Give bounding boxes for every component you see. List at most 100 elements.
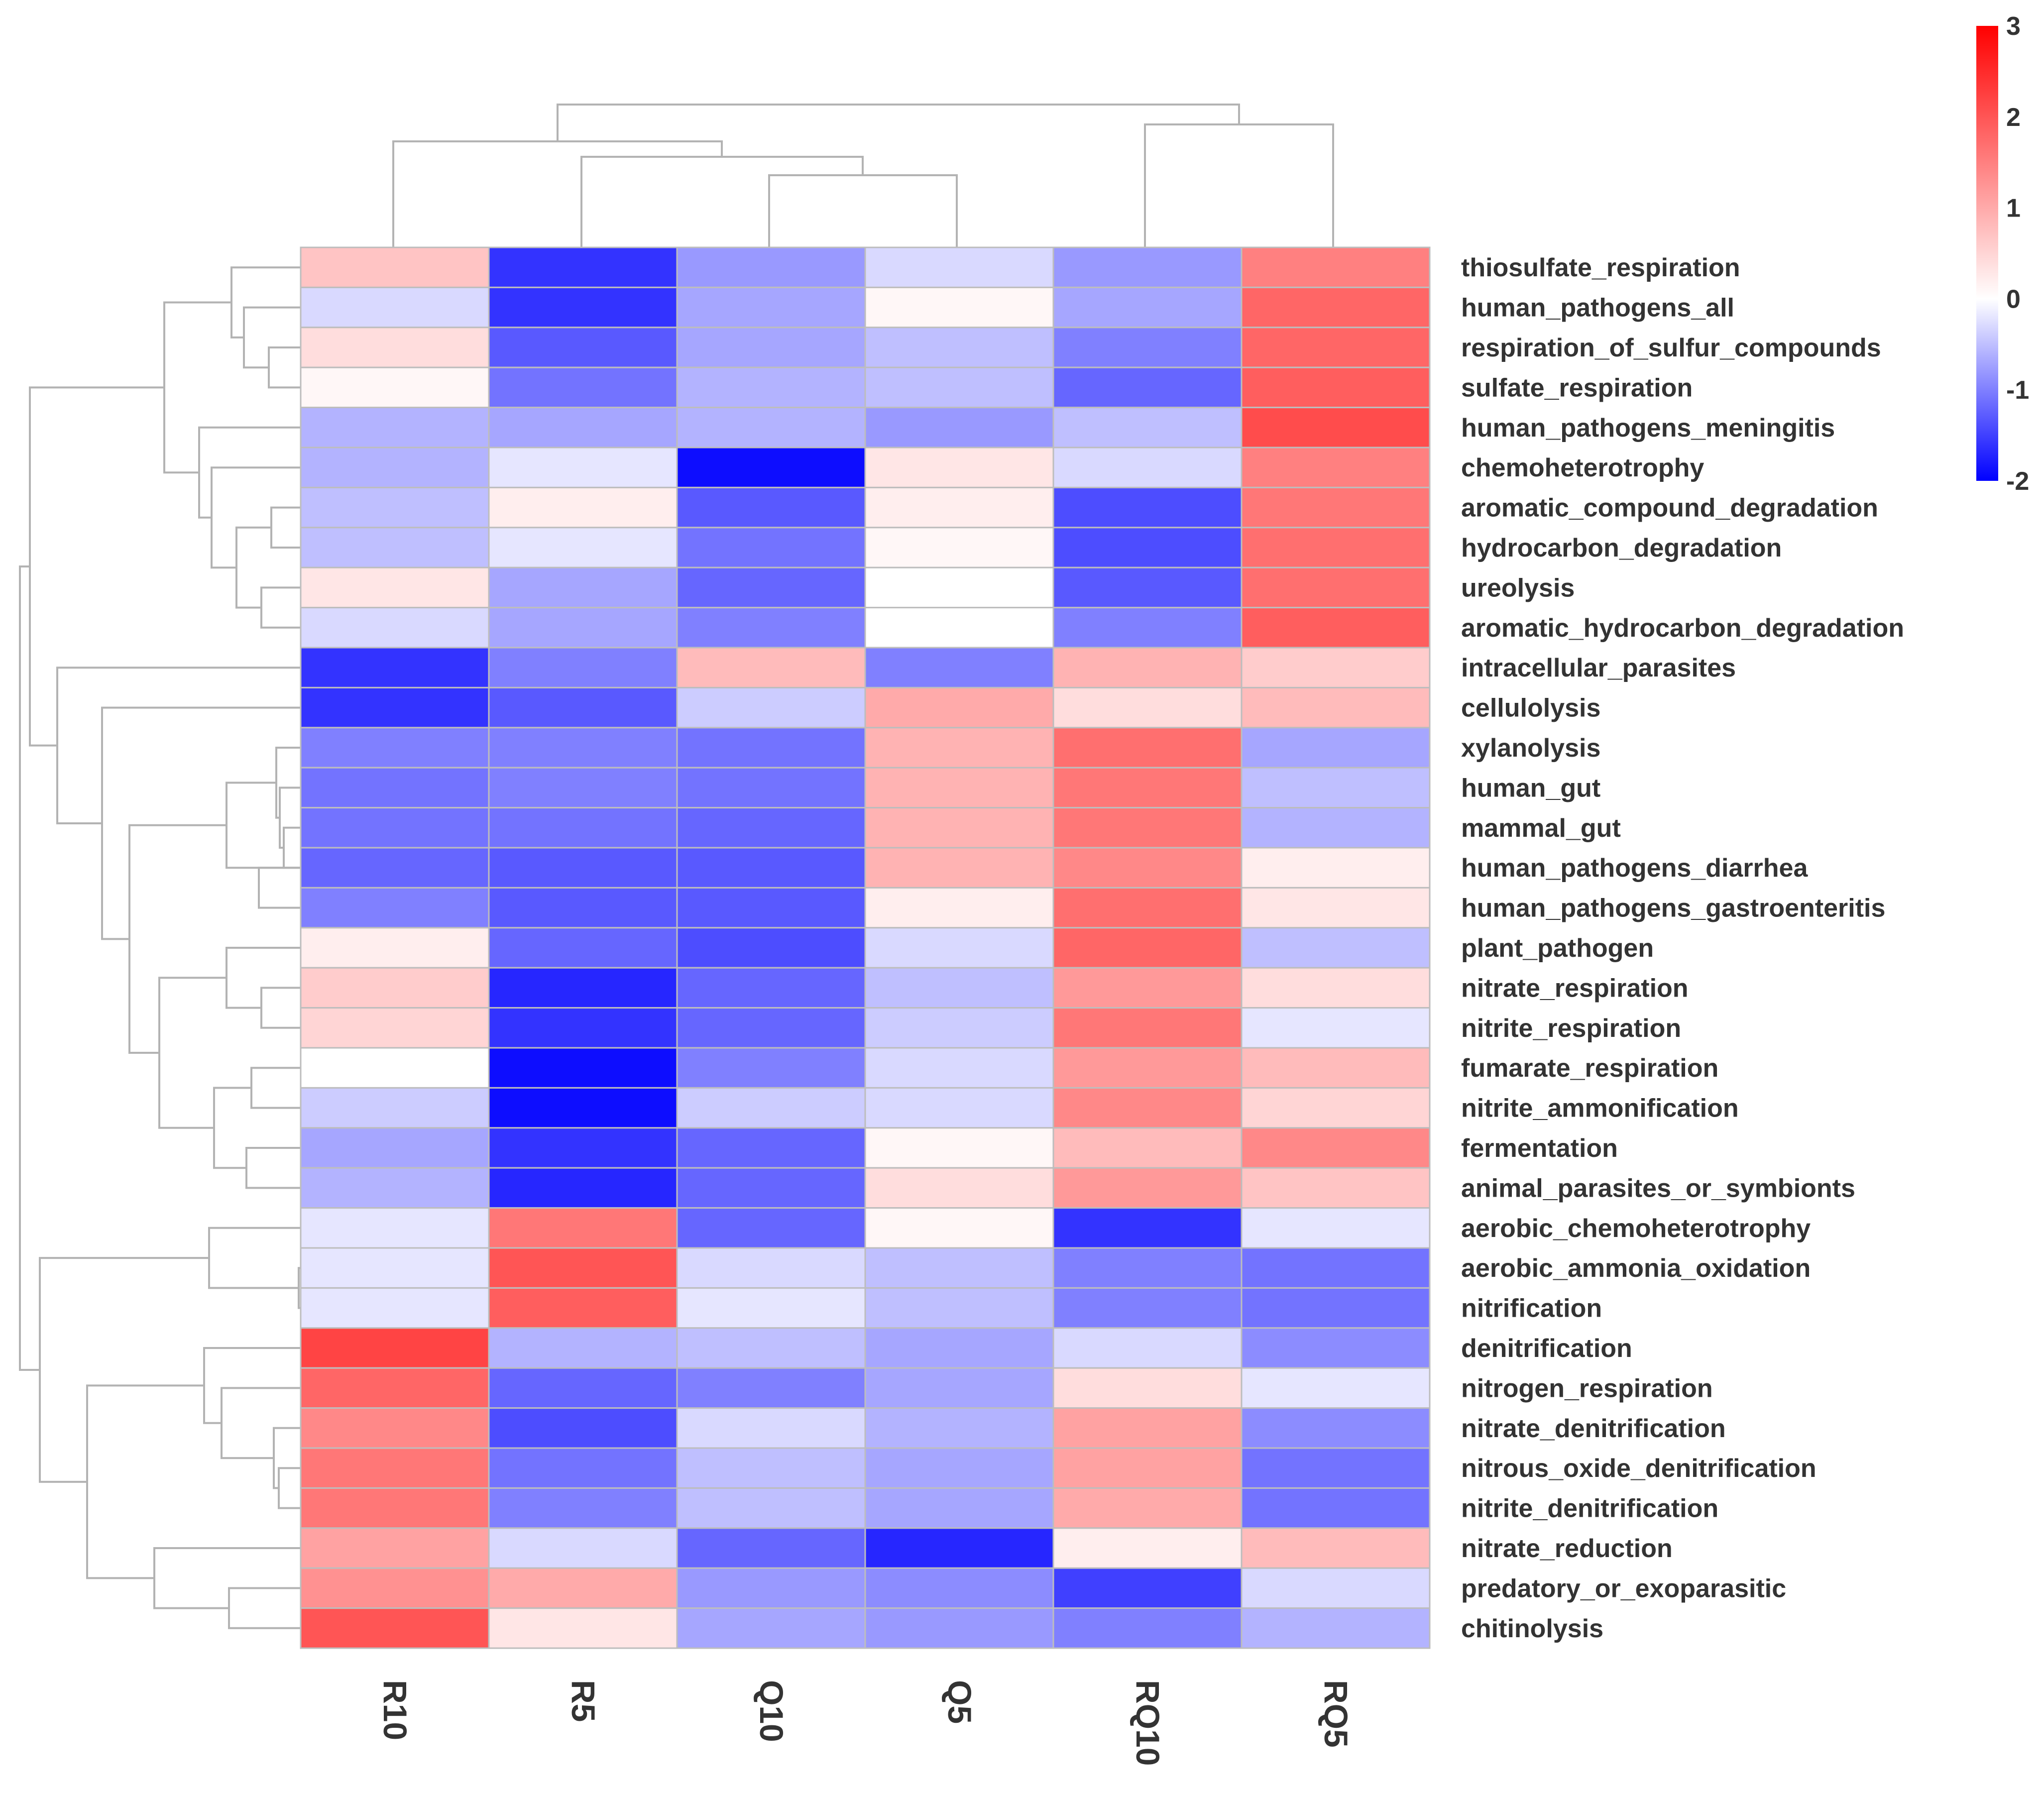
heatmap-cell [864, 1367, 1054, 1409]
row-labels: thiosulfate_respiration human_pathogens_a… [1461, 253, 1904, 1643]
row-label: nitrate_reduction [1461, 1534, 1673, 1563]
row-label: thiosulfate_respiration [1461, 253, 1740, 282]
heatmap-cell [864, 927, 1054, 969]
heatmap-cell [676, 727, 866, 769]
heatmap-cell [864, 566, 1054, 609]
heatmap-cell [676, 647, 866, 688]
heatmap-cell [1241, 727, 1431, 769]
heatmap-cell [1052, 1487, 1243, 1529]
row-dendro-link [128, 824, 227, 1054]
row-dendro-link [163, 301, 231, 474]
heatmap-cell [1241, 807, 1431, 849]
row-dendro-link [278, 1467, 301, 1509]
row-dendro-link [226, 782, 301, 869]
heatmap-cell [1052, 847, 1243, 889]
heatmap-cell [1052, 607, 1243, 649]
heatmap-cell [488, 1287, 678, 1329]
heatmap-cell [488, 607, 678, 649]
heatmap-cell [300, 246, 490, 288]
heatmap-cell [1241, 246, 1431, 288]
heatmap-cell [1241, 1007, 1431, 1049]
heatmap-cell [1241, 486, 1431, 529]
heatmap-cell [864, 1287, 1054, 1329]
heatmap-cell [676, 486, 866, 529]
heatmap-cell [1052, 246, 1243, 288]
row-label: chemoheterotrophy [1461, 453, 1704, 482]
heatmap-cell [1052, 1207, 1243, 1249]
heatmap-cell [488, 1567, 678, 1609]
colorbar: 3 2 1 0 -1 -2 [1976, 12, 2029, 496]
heatmap-cell [1241, 286, 1431, 329]
heatmap-cell [1052, 447, 1243, 488]
column-label: Q5 [941, 1680, 978, 1724]
heatmap-cell [864, 1327, 1054, 1369]
heatmap-cell [676, 887, 866, 929]
heatmap-cell [1052, 1607, 1243, 1649]
heatmap-cell [488, 1607, 678, 1649]
row-label: denitrification [1461, 1334, 1632, 1363]
row-label: aerobic_chemoheterotrophy [1461, 1214, 1811, 1243]
heatmap-cell [300, 727, 490, 769]
heatmap-cell [676, 1567, 866, 1609]
heatmap-cell [676, 1447, 866, 1489]
heatmap-cell [1241, 327, 1431, 368]
heatmap-cell [488, 967, 678, 1009]
heatmap-cell [864, 607, 1054, 649]
heatmap-cell [300, 1247, 490, 1289]
heatmap-cell [864, 1567, 1054, 1609]
heatmap-cell [1052, 527, 1243, 568]
heatmap-cell [488, 1527, 678, 1569]
row-dendro-link [260, 586, 301, 629]
heatmap-cell [676, 767, 866, 809]
heatmap-cell [864, 1247, 1054, 1289]
heatmap-cell [864, 1087, 1054, 1129]
heatmap-cell [1241, 686, 1431, 729]
heatmap-cell [300, 686, 490, 729]
heatmap-cell [488, 1167, 678, 1209]
heatmap-cell [1241, 1567, 1431, 1609]
heatmap-cell [488, 686, 678, 729]
row-dendro-link [208, 1227, 301, 1289]
heatmap-cell [300, 327, 490, 368]
row-label: sulfate_respiration [1461, 373, 1693, 402]
heatmap-cell [864, 1527, 1054, 1569]
heatmap-cell [864, 686, 1054, 729]
heatmap-cell [676, 1087, 866, 1129]
column-labels: R10 R5 Q10 Q5 RQ10 RQ5 [377, 1680, 1355, 1766]
heatmap-cell [488, 1367, 678, 1409]
row-label: aerobic_ammonia_oxidation [1461, 1254, 1811, 1283]
row-dendro-link [230, 266, 301, 338]
column-label: R5 [565, 1680, 602, 1722]
heatmap-cell [676, 1047, 866, 1089]
heatmap-cell [1241, 407, 1431, 449]
row-label: plant_pathogen [1461, 934, 1654, 963]
heatmap-cell [488, 1447, 678, 1489]
row-label: human_pathogens_all [1461, 294, 1734, 323]
heatmap-cell [300, 447, 490, 488]
heatmap-cell [300, 486, 490, 529]
heatmap-cell [864, 1047, 1054, 1089]
heatmap-cell [1052, 1527, 1243, 1569]
row-dendro-link [56, 667, 301, 825]
heatmap-cell [864, 727, 1054, 769]
row-dendro-link [101, 706, 301, 940]
heatmap-cell [1241, 1607, 1431, 1649]
row-label: mammal_gut [1461, 814, 1621, 843]
heatmap-cell [1241, 1207, 1431, 1249]
heatmap-cell [488, 566, 678, 609]
heatmap-cell [1052, 727, 1243, 769]
heatmap-cell [300, 967, 490, 1009]
row-label: nitrite_respiration [1461, 1014, 1681, 1043]
heatmap-cell [1052, 967, 1243, 1009]
heatmap-cell [488, 1487, 678, 1529]
row-label: fermentation [1461, 1134, 1618, 1163]
row-dendro-link [29, 386, 164, 747]
heatmap-cell [676, 286, 866, 329]
row-dendrogram [19, 266, 301, 1629]
colorbar-gradient [1976, 26, 1998, 481]
heatmap-cell [676, 1287, 866, 1329]
heatmap-cell [1241, 447, 1431, 488]
heatmap-cell [1052, 566, 1243, 609]
heatmap-cell [1052, 1047, 1243, 1089]
row-dendro-link [260, 987, 301, 1029]
